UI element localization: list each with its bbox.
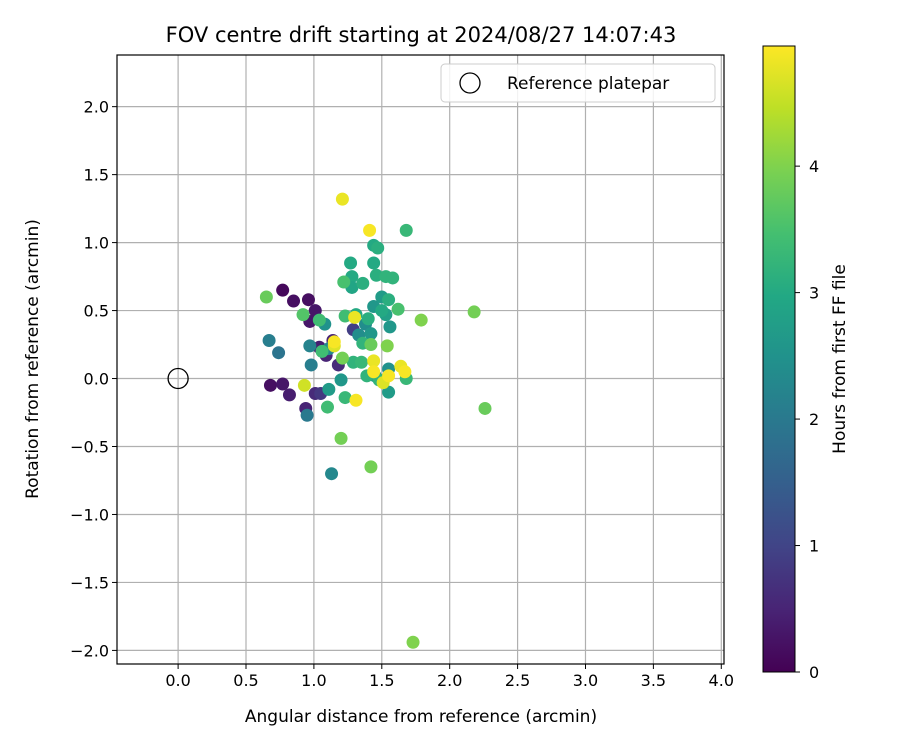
chart-title: FOV centre drift starting at 2024/08/27 …: [166, 23, 677, 47]
scatter-point: [322, 382, 336, 396]
scatter-point: [382, 369, 396, 383]
scatter-point: [375, 304, 389, 318]
scatter-point: [383, 320, 397, 334]
scatter-point: [276, 283, 290, 297]
scatter-point: [382, 293, 396, 307]
colorbar-tick-label: 0: [809, 663, 819, 682]
scatter-point: [327, 335, 341, 349]
scatter-point: [382, 385, 396, 399]
scatter-point: [325, 467, 339, 481]
scatter-point: [414, 313, 428, 327]
scatter-point: [320, 400, 334, 414]
scatter-point: [301, 293, 315, 307]
scatter-point: [354, 355, 368, 369]
scatter-point: [367, 256, 381, 270]
scatter-point: [335, 351, 349, 365]
y-tick-label: 1.0: [84, 234, 109, 253]
colorbar-tick-label: 3: [809, 284, 819, 303]
scatter-point: [406, 635, 420, 649]
legend-box: [440, 63, 716, 103]
scatter-point: [363, 223, 377, 237]
x-tick-label: 0.0: [165, 671, 190, 690]
scatter-point: [338, 391, 352, 405]
scatter-point: [386, 271, 400, 285]
scatter-point: [337, 275, 351, 289]
scatter-point: [367, 365, 381, 379]
y-axis-label: Rotation from reference (arcmin): [23, 219, 43, 499]
scatter-point: [276, 377, 290, 391]
reference-marker: [167, 367, 189, 390]
scatter-point: [369, 268, 383, 282]
scatter-point: [364, 338, 378, 352]
scatter-point: [367, 354, 381, 368]
scatter-point: [334, 431, 348, 445]
scatter-point: [272, 346, 286, 360]
x-tick-label: 3.0: [573, 671, 598, 690]
scatter-point: [303, 339, 317, 353]
y-tick-label: −1.5: [70, 573, 109, 592]
scatter-point: [304, 358, 318, 372]
scatter-point: [467, 305, 481, 319]
plot-frame: [116, 54, 725, 665]
colorbar-tick-label: 1: [809, 537, 819, 556]
colorbar-ticks: 0 1 2 3 4: [795, 157, 819, 682]
grid-lines: [117, 55, 724, 664]
scatter-point: [296, 308, 310, 322]
x-tick-label: 0.5: [233, 671, 258, 690]
x-tick-label: 3.5: [641, 671, 666, 690]
legend-label: Reference platepar: [507, 74, 669, 94]
y-tick-label: −0.5: [70, 438, 109, 457]
scatter-point: [259, 290, 273, 304]
scatter-point: [371, 241, 385, 255]
scatter-point: [263, 378, 277, 392]
scatter-point: [349, 393, 363, 407]
scatter-point: [478, 401, 492, 415]
scatter-point: [361, 312, 375, 326]
x-tick-label: 1.0: [301, 671, 326, 690]
scatter-point: [300, 408, 314, 422]
scatter-point: [398, 365, 412, 379]
scatter-point: [356, 276, 370, 290]
legend-open-circle-icon: [459, 72, 481, 94]
scatter-point: [391, 302, 405, 316]
reference-open-circle-icon: [167, 367, 189, 390]
x-tick-label: 2.5: [505, 671, 530, 690]
scatter-point: [287, 294, 301, 308]
y-tick-label: −2.0: [70, 641, 109, 660]
y-tick-label: 1.5: [84, 166, 109, 185]
scatter-point: [297, 378, 311, 392]
scatter-point: [262, 333, 276, 347]
colorbar-label: Hours from first FF file: [830, 264, 850, 454]
colorbar-tick-label: 2: [809, 410, 819, 429]
scatter-point: [312, 313, 326, 327]
y-axis-ticks: −2.0 −1.5 −1.0 −0.5 0.0 0.5 1.0 1.5 2.0: [70, 98, 117, 660]
colorbar: 0 1 2 3 4 Hours from first FF file: [762, 45, 850, 682]
scatter-point: [338, 309, 352, 323]
y-tick-label: −1.0: [70, 505, 109, 524]
y-tick-label: 2.0: [84, 98, 109, 117]
scatter-point: [399, 223, 413, 237]
y-tick-label: 0.0: [84, 370, 109, 389]
scatter-point: [380, 339, 394, 353]
scatter-point: [364, 460, 378, 474]
x-axis-ticks: 0.0 0.5 1.0 1.5 2.0 2.5 3.0 3.5 4.0: [165, 664, 734, 690]
scatter-point: [364, 327, 378, 341]
y-tick-label: 0.5: [84, 302, 109, 321]
x-tick-label: 4.0: [709, 671, 734, 690]
scatter-point: [344, 256, 358, 270]
x-tick-label: 1.5: [369, 671, 394, 690]
scatter-point: [315, 344, 329, 358]
scatter-point: [348, 310, 362, 324]
x-axis-label: Angular distance from reference (arcmin): [245, 707, 597, 727]
data-points: [259, 192, 492, 649]
x-tick-label: 2.0: [437, 671, 462, 690]
colorbar-gradient: [762, 45, 796, 673]
colorbar-tick-label: 4: [809, 157, 819, 176]
scatter-point: [282, 388, 296, 402]
legend: Reference platepar: [440, 63, 716, 103]
scatter-point: [334, 373, 348, 387]
scatter-point: [335, 192, 349, 206]
